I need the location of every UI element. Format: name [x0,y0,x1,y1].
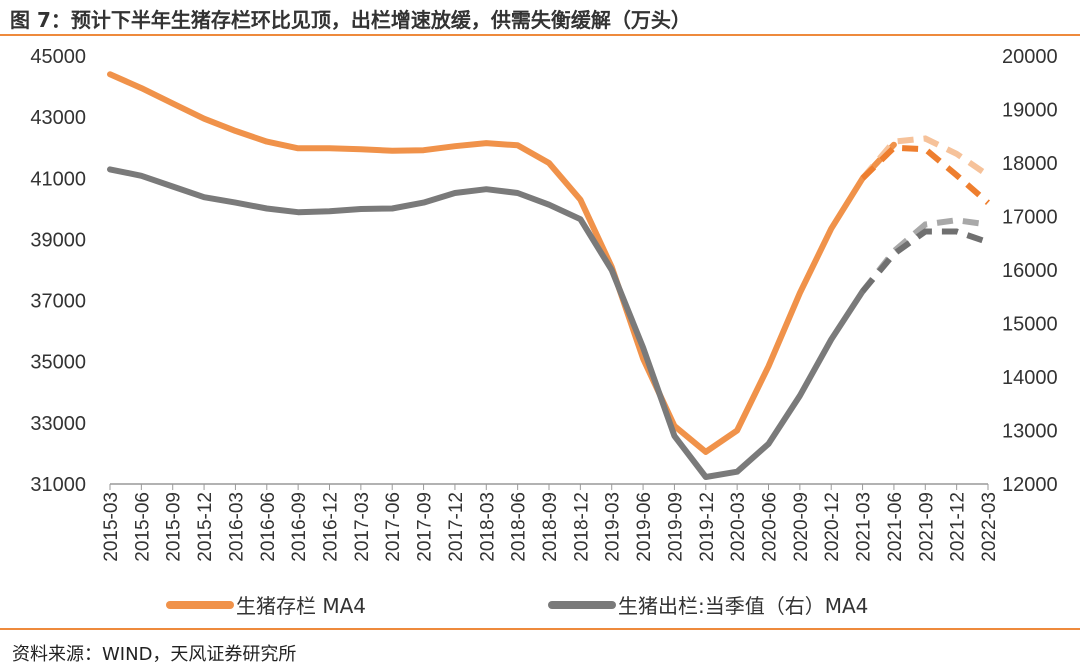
source-divider [0,628,1080,630]
x-tick-label: 2019-12 [697,492,718,562]
y-left-tick-label: 31000 [30,474,86,496]
y-right-tick-label: 18000 [1002,153,1058,175]
x-tick-label: 2018-03 [477,492,498,562]
x-tick-label: 2021-12 [948,492,969,562]
y-left-tick-label: 35000 [30,352,86,374]
x-tick-label: 2021-03 [854,492,875,562]
x-tick-label: 2015-09 [164,492,185,562]
chart-title: 图 7：预计下半年生猪存栏环比见顶，出栏增速放缓，供需失衡缓解（万头） [10,8,691,32]
x-tick-label: 2016-06 [258,492,279,562]
x-tick-label: 2021-09 [916,492,937,562]
x-tick-label: 2020-12 [822,492,843,562]
series-line-0 [107,71,897,455]
x-tick-label: 2017-06 [383,492,404,562]
y-right-tick-label: 14000 [1002,367,1058,389]
title-divider [0,34,1080,36]
y-left-tick-label: 41000 [30,168,86,190]
chart-axes: 2015-03 2015-06 2015-09 2015-12 2016-03 2016-… [30,46,1057,562]
x-tick-label: 2017-03 [352,492,373,562]
x-tick-label: 2018-06 [509,492,530,562]
y-right-tick-label: 12000 [1002,474,1058,496]
x-tick-label: 2020-03 [728,492,749,562]
x-tick-label: 2022-03 [979,492,1000,562]
x-tick-label: 2021-06 [885,492,906,562]
chart-legend: 生猪存栏 MA4 生猪出栏:当季值（右）MA4 [166,594,868,618]
y-right-tick-label: 20000 [1002,46,1058,68]
chart-series-lines [107,71,990,480]
x-tick-label: 2015-12 [195,492,216,562]
y-right-tick-label: 15000 [1002,314,1058,336]
x-tick-label: 2017-12 [446,492,467,562]
series-forecast-lower-0 [860,144,990,205]
y-left-tick-label: 39000 [30,229,86,251]
y-right-tick-label: 13000 [1002,421,1058,443]
x-tick-label: 2018-09 [540,492,561,562]
x-tick-label: 2018-12 [571,492,592,562]
source-note: 资料来源：WIND，天风证券研究所 [12,644,297,665]
x-tick-label: 2019-06 [634,492,655,562]
x-tick-label: 2016-03 [226,492,247,562]
x-tick-label: 2016-09 [289,492,310,562]
series-line-1 [107,166,866,480]
y-right-tick-label: 16000 [1002,260,1058,282]
legend-label-slaughter: 生猪出栏:当季值（右）MA4 [618,594,868,618]
y-right-tick-label: 19000 [1002,100,1058,122]
y-right-tick-label: 17000 [1002,207,1058,229]
x-tick-label: 2015-03 [101,492,122,562]
x-tick-label: 2016-12 [321,492,342,562]
line-chart: 2015-03 2015-06 2015-09 2015-12 2016-03 2016-… [30,46,1057,618]
y-left-tick-label: 33000 [30,413,86,435]
y-left-tick-label: 37000 [30,291,86,313]
legend-label-inventory: 生猪存栏 MA4 [236,594,366,618]
x-tick-label: 2020-06 [760,492,781,562]
x-tick-label: 2020-09 [791,492,812,562]
series-forecast-lower-1 [860,228,989,294]
x-tick-label: 2017-09 [415,492,436,562]
x-tick-label: 2015-06 [132,492,153,562]
x-tick-label: 2019-09 [665,492,686,562]
y-left-tick-label: 45000 [30,46,86,68]
x-tick-label: 2019-03 [603,492,624,562]
y-left-tick-label: 43000 [30,107,86,129]
